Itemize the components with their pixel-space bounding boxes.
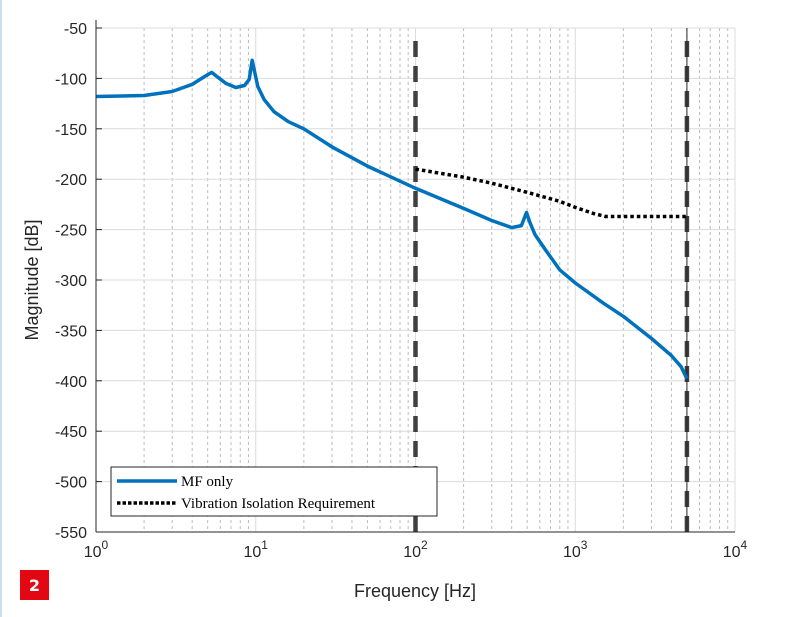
legend-label-mf-only: MF only xyxy=(181,474,234,490)
y-axis-label: Magnitude [dB] xyxy=(22,219,42,340)
y-tick-label: -300 xyxy=(55,273,87,290)
y-tick-label: -500 xyxy=(55,475,87,492)
y-tick-label: -450 xyxy=(55,424,87,441)
x-tick-label: 104 xyxy=(723,538,748,561)
x-tick-label: 101 xyxy=(244,538,269,561)
y-tick-label: -350 xyxy=(55,323,87,340)
x-axis-label: Frequency [Hz] xyxy=(354,581,476,601)
y-tick-label: -50 xyxy=(64,21,87,38)
axes xyxy=(95,20,735,533)
y-tick-label: -400 xyxy=(55,374,87,391)
x-tick-label: 102 xyxy=(403,538,428,561)
y-tick-label: -250 xyxy=(55,223,87,240)
x-tick-label: 103 xyxy=(563,538,588,561)
tick-labels: -50 -100 -150 -200 -250 -300 -350 -400 -450 -500 -… xyxy=(55,21,748,561)
limit-lines xyxy=(413,28,690,532)
legend-label-requirement: Vibration Isolation Requirement xyxy=(181,496,376,512)
y-tick-label: -200 xyxy=(55,172,87,189)
series-line-mf-only xyxy=(95,58,689,380)
page-edge xyxy=(0,0,2,617)
x-tick-label: 100 xyxy=(84,538,109,561)
legend-box xyxy=(110,466,438,517)
y-tick-label: -150 xyxy=(55,122,87,139)
series-line-vibration-requirement xyxy=(415,167,687,219)
legend: MF only Vibration Isolation Requirement xyxy=(110,466,438,517)
figure-number-badge: 2 xyxy=(20,570,49,600)
y-tick-label: -550 xyxy=(55,525,87,542)
y-tick-label: -100 xyxy=(55,71,87,88)
series xyxy=(95,58,689,380)
